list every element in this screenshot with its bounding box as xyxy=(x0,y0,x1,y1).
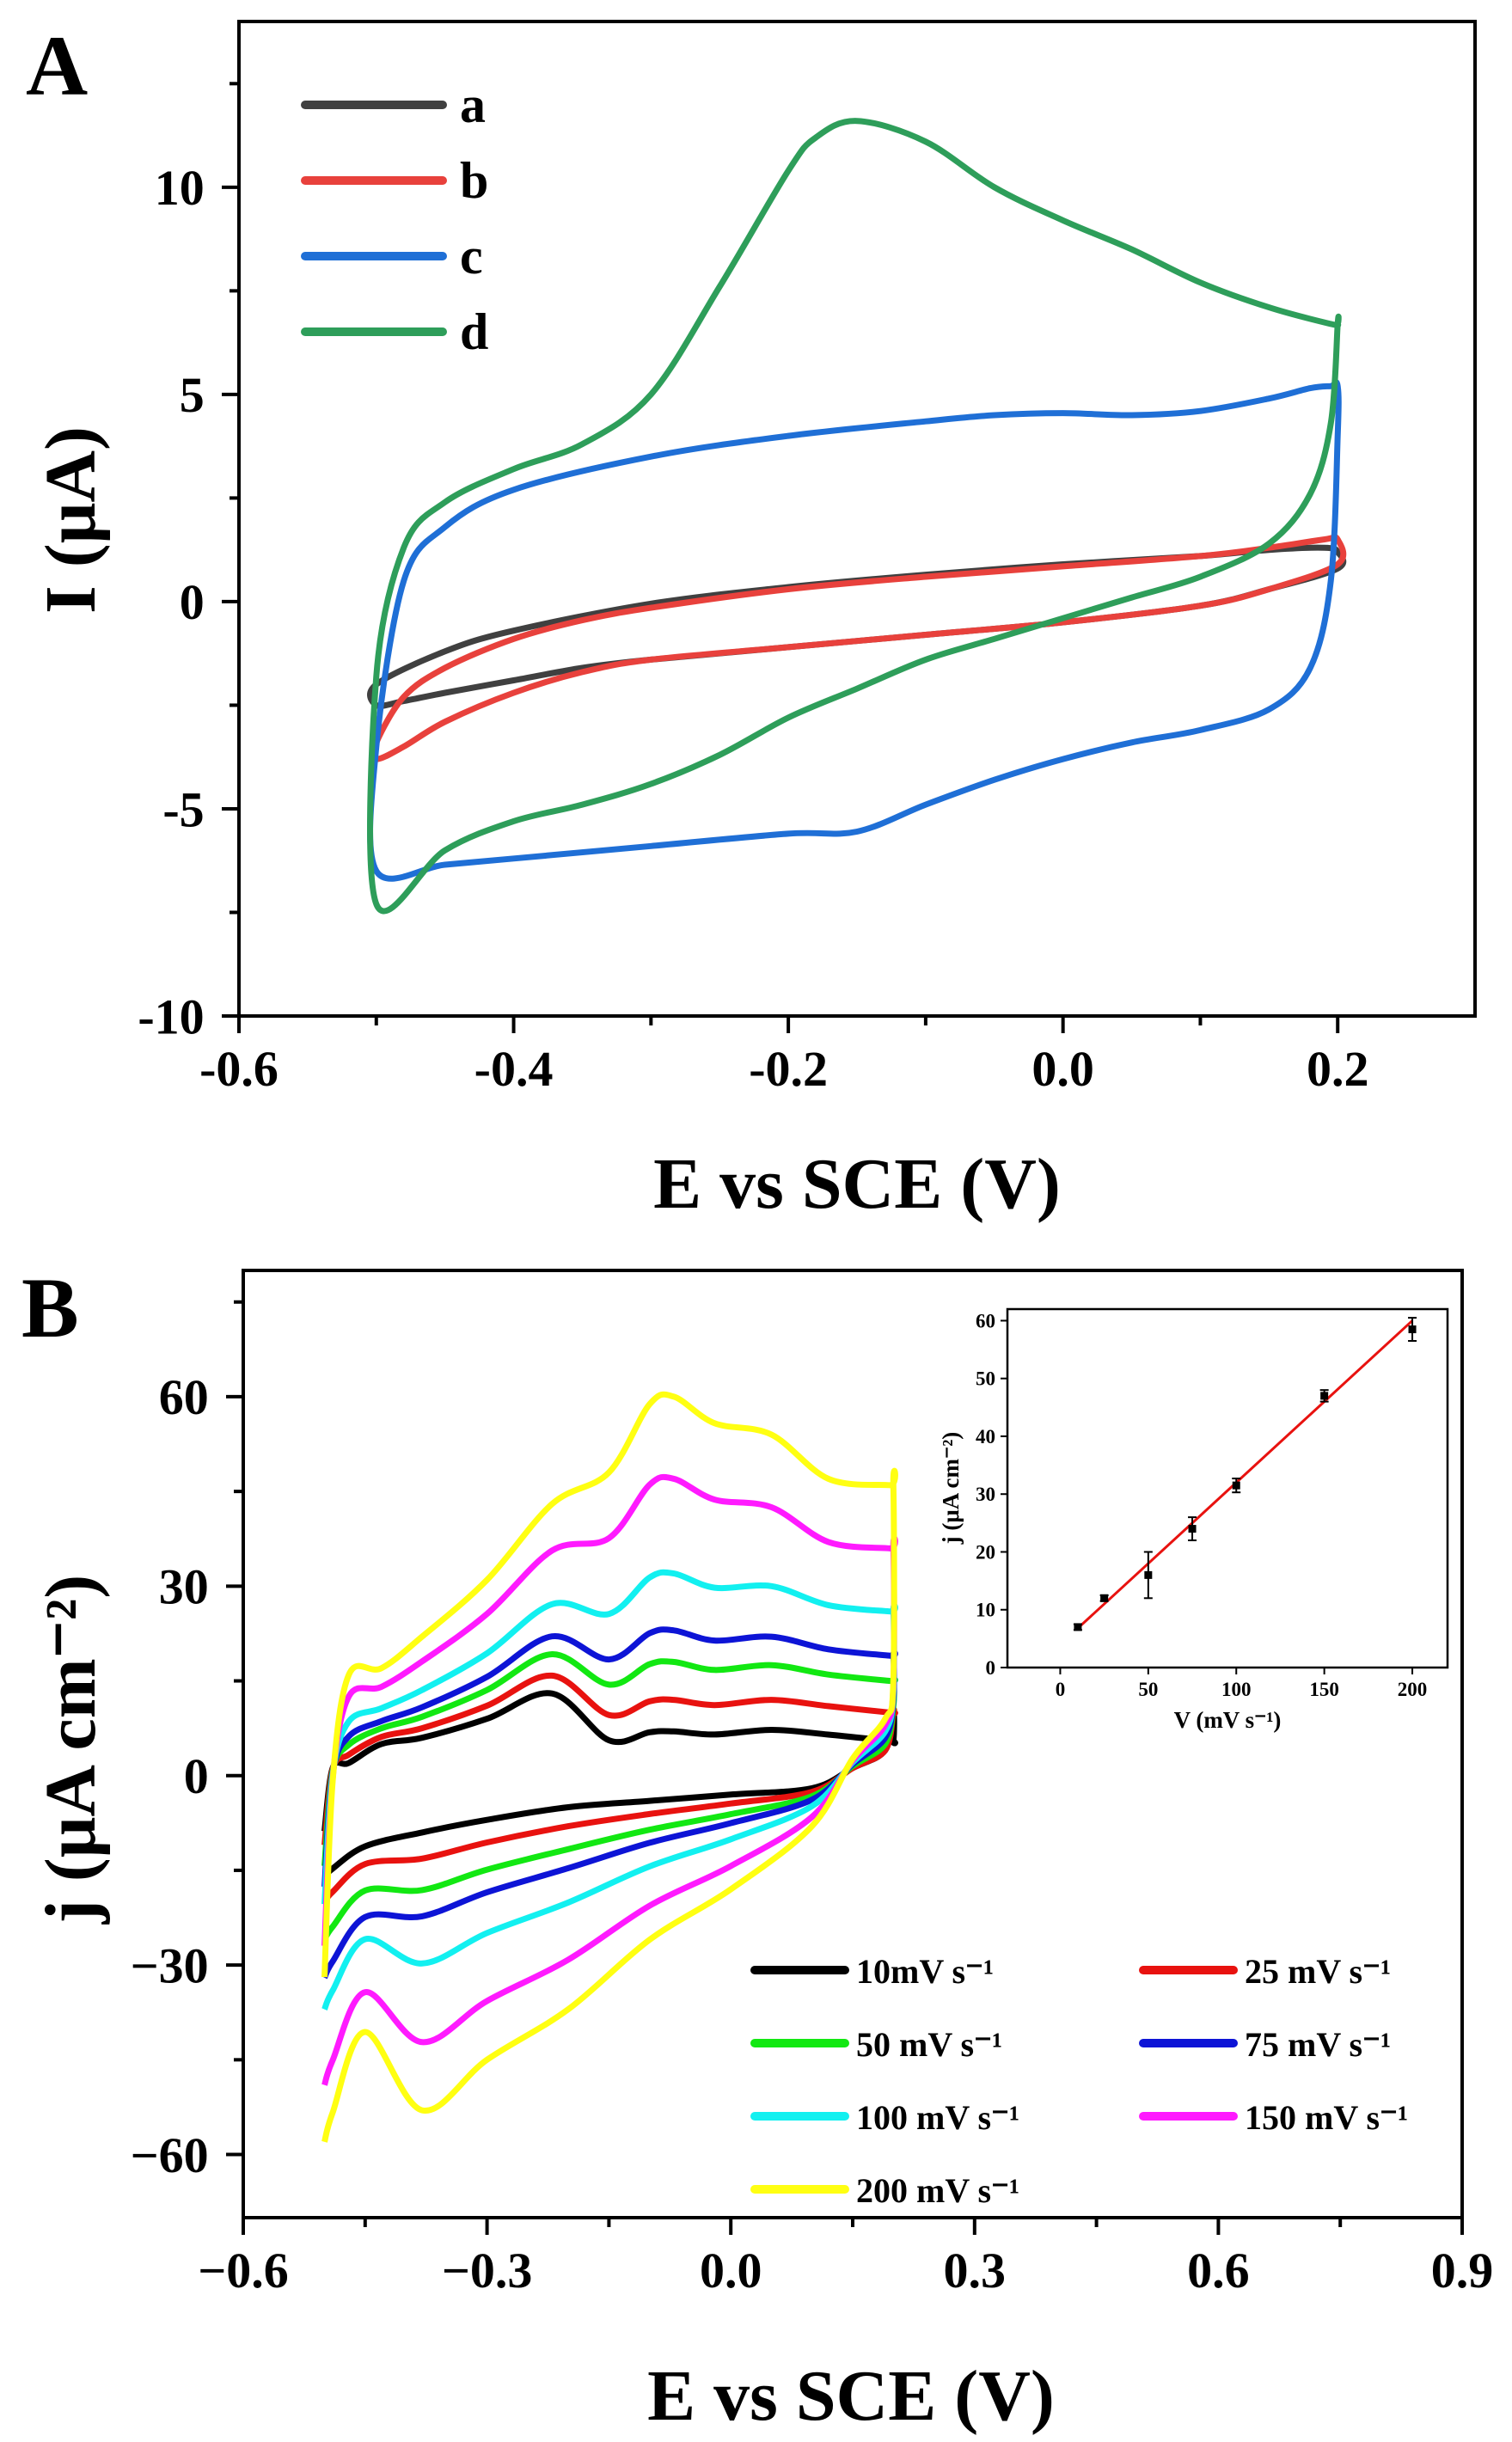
panel-b-y-tick-label: 60 xyxy=(159,1369,209,1425)
panel-b-series-6 xyxy=(321,1391,898,2143)
panel-b-series-3 xyxy=(321,1626,898,1980)
panel-b-legend-label-2: 50 mV s⁻¹ xyxy=(856,2025,1002,2064)
panel-a-y-tick-label: 0 xyxy=(180,574,205,630)
panel-b-label: B xyxy=(21,1260,79,1356)
panel-b-legend-label-6: 200 mV s⁻¹ xyxy=(856,2171,1019,2210)
inset-x-axis-title: V (mV s⁻¹) xyxy=(1174,1707,1282,1733)
panel-b-series-2 xyxy=(321,1651,898,1942)
panel-b-y-tick-label: −60 xyxy=(131,2127,209,2183)
panel-a-legend-label-b: b xyxy=(460,152,488,209)
panel-b-legend-label-0: 10mV s⁻¹ xyxy=(856,1952,994,1991)
inset-y-tick-label: 50 xyxy=(976,1368,995,1390)
inset-plot-frame xyxy=(1006,1307,1449,1669)
panel-a-label: A xyxy=(26,18,88,113)
panel-b-y-axis-title: j (μA cm⁻²) xyxy=(31,1575,111,1925)
inset-y-tick-label: 10 xyxy=(976,1600,995,1621)
panel-a-series-c xyxy=(367,379,1342,882)
inset-x-tick-label: 0 xyxy=(1056,1679,1066,1700)
panel-b-legend-label-5: 150 mV s⁻¹ xyxy=(1245,2098,1408,2137)
inset-data-point xyxy=(1320,1392,1329,1400)
inset-y-axis-title: j (μA cm⁻²) xyxy=(938,1432,964,1545)
inset-x-tick-label: 50 xyxy=(1138,1679,1158,1700)
inset-y-tick-label: 60 xyxy=(976,1310,995,1331)
panel-b-legend: 10mV s⁻¹ 25 mV s⁻¹ 50 mV s⁻¹ 75 mV s⁻¹ 100 m… xyxy=(750,1952,1408,2210)
panel-a-series-d xyxy=(367,118,1342,915)
inset-x-tick-label: 200 xyxy=(1398,1679,1428,1700)
inset-background xyxy=(1007,1309,1448,1668)
panel-a-y-tick-label: 10 xyxy=(155,160,205,216)
panel-b-x-tick-label: −0.3 xyxy=(442,2243,533,2298)
panel-b-legend-label-4: 100 mV s⁻¹ xyxy=(856,2098,1019,2137)
panel-b: B −0.6 −0.3 0.0 0.3 0.6 0.9 −60 −30 0 30 60 10mV s… xyxy=(21,1260,1493,2436)
inset-data-point xyxy=(1144,1570,1153,1579)
panel-a-series xyxy=(367,118,1347,915)
inset-data-point xyxy=(1408,1325,1417,1334)
panel-a-y-axis-title: I (μA) xyxy=(31,426,111,614)
panel-a-x-tick-label: 0.2 xyxy=(1307,1041,1369,1097)
inset-data-point xyxy=(1100,1594,1109,1602)
panel-a-plot-frame xyxy=(237,20,1477,1018)
panel-a-x-tick-label: -0.6 xyxy=(199,1041,279,1097)
panel-b-y-tick-label: −30 xyxy=(131,1937,209,1993)
inset-data-point xyxy=(1232,1481,1240,1490)
panel-b-legend-label-3: 75 mV s⁻¹ xyxy=(1245,2025,1391,2064)
panel-b-inset: 0 50 100 150 200 0 10 20 30 40 50 60 V (mV s⁻¹) j (… xyxy=(938,1307,1449,1733)
inset-y-tick-label: 20 xyxy=(976,1541,995,1563)
inset-y-tick-label: 0 xyxy=(986,1657,996,1679)
panel-a-legend-label-c: c xyxy=(460,228,483,285)
panel-b-series xyxy=(321,1391,898,2143)
panel-a-x-axis-title: E vs SCE (V) xyxy=(653,1144,1061,1224)
panel-b-x-axis-title: E vs SCE (V) xyxy=(647,2356,1055,2436)
panel-b-legend-label-1: 25 mV s⁻¹ xyxy=(1245,1952,1391,1991)
inset-y-tick-label: 40 xyxy=(976,1426,995,1447)
panel-a-x-tick-label: 0.0 xyxy=(1031,1041,1094,1097)
panel-b-x-tick-label: 0.9 xyxy=(1431,2243,1494,2298)
inset-data-point xyxy=(1188,1525,1197,1533)
panel-a-legend-label-a: a xyxy=(460,77,486,133)
inset-fit-line xyxy=(1076,1319,1414,1630)
panel-a-legend-label-d: d xyxy=(460,303,488,360)
inset-x-tick-label: 100 xyxy=(1221,1679,1252,1700)
panel-a-y-tick-label: -10 xyxy=(138,988,204,1044)
inset-data-point xyxy=(1074,1623,1082,1631)
inset-y-tick-label: 30 xyxy=(976,1484,995,1505)
panel-b-y-tick-label: 30 xyxy=(159,1559,209,1615)
panel-b-x-tick-label: 0.0 xyxy=(700,2243,762,2298)
panel-b-x-tick-label: 0.6 xyxy=(1187,2243,1250,2298)
panel-a-y-tick-label: 5 xyxy=(180,367,205,423)
panel-a-x-tick-label: -0.2 xyxy=(749,1041,828,1097)
inset-x-tick-label: 150 xyxy=(1309,1679,1339,1700)
panel-b-x-tick-label: 0.3 xyxy=(944,2243,1007,2298)
panel-b-x-tick-label: −0.6 xyxy=(198,2243,289,2298)
panel-a-y-tick-label: -5 xyxy=(162,781,204,837)
panel-b-y-tick-label: 0 xyxy=(184,1748,209,1804)
panel-a-x-tick-label: -0.4 xyxy=(474,1041,554,1097)
